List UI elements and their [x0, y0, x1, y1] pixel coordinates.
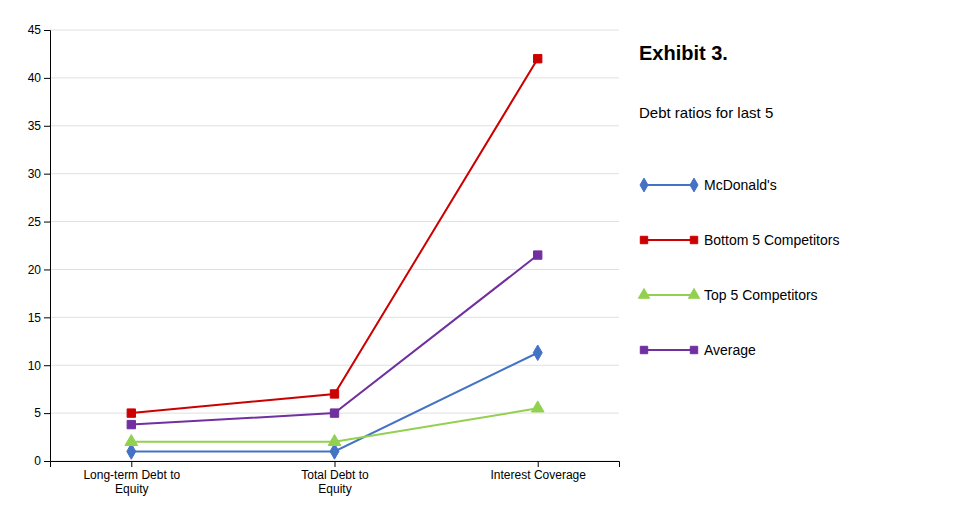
tick-label: Long-term Debt toEquity	[83, 468, 180, 496]
legend-marker	[640, 346, 647, 353]
plot-area: 0 5 10 15 20 25 30 35 40 45 Long-term Debt toEquit…	[28, 23, 620, 496]
grid-line	[50, 221, 619, 222]
legend-item: Bottom 5 Competitors	[640, 232, 839, 248]
tick-mark	[44, 222, 50, 223]
grid-line	[50, 125, 619, 126]
y-axis: 0 5 10 15 20 25 30 35 40 45	[28, 23, 51, 468]
series-marker	[125, 435, 138, 446]
tick-label: 45	[28, 23, 42, 37]
series-marker	[531, 401, 544, 412]
series-marker	[330, 390, 338, 398]
tick-label: 0	[34, 454, 41, 468]
series-marker	[127, 409, 135, 417]
series-group	[125, 55, 544, 460]
series-marker	[328, 435, 341, 446]
tick: 15	[28, 311, 50, 325]
tick-mark	[44, 174, 50, 175]
tick-mark	[335, 461, 336, 467]
tick-mark	[44, 78, 50, 79]
tick-mark	[131, 461, 132, 467]
series-marker	[330, 409, 338, 417]
tick: 30	[28, 167, 50, 181]
legend-marker	[638, 288, 649, 298]
series-line	[131, 255, 537, 425]
legend-line	[644, 349, 694, 351]
series-marker	[534, 55, 542, 63]
tick-label: 20	[28, 263, 42, 277]
legend-label: Top 5 Competitors	[704, 287, 818, 303]
legend: McDonald's Bottom 5 Competitors Top 5 Comp…	[638, 177, 839, 358]
tick-label: 15	[28, 311, 42, 325]
tick: 20	[28, 263, 50, 277]
tick: 5	[34, 406, 50, 420]
legend-label: McDonald's	[704, 177, 777, 193]
grid-line	[50, 173, 619, 174]
grid-line	[50, 30, 619, 31]
tick-label: 25	[28, 215, 42, 229]
tick-mark	[44, 461, 50, 462]
tick-mark	[44, 30, 50, 31]
tick-label: 40	[28, 71, 42, 85]
x-axis: Long-term Debt toEquity Total Debt toEqui…	[51, 461, 620, 496]
legend-line	[644, 184, 694, 186]
legend-item: Top 5 Competitors	[638, 287, 817, 303]
tick: 25	[28, 215, 50, 229]
legend-label: Average	[704, 342, 756, 358]
series-line	[131, 353, 537, 452]
tick-label: 10	[28, 359, 42, 373]
tick-mark	[538, 461, 539, 467]
title: Exhibit 3.	[639, 42, 728, 64]
legend-item: McDonald's	[640, 177, 777, 193]
legend-label: Bottom 5 Competitors	[704, 232, 839, 248]
tick-label: 35	[28, 119, 42, 133]
tick: 45	[28, 23, 50, 37]
axis-line	[51, 462, 620, 468]
legend-marker	[640, 236, 647, 243]
grid-line	[50, 317, 619, 318]
series-marker	[533, 345, 542, 361]
tick: 40	[28, 71, 50, 85]
tick-mark	[44, 317, 50, 318]
series-marker	[127, 420, 135, 428]
grid-line	[50, 269, 619, 270]
legend-marker	[688, 288, 699, 298]
tick: 35	[28, 119, 50, 133]
tick: Total Debt toEquity	[301, 461, 369, 496]
tick: 0	[34, 454, 50, 468]
series-marker	[534, 251, 542, 259]
chart: 0 5 10 15 20 25 30 35 40 45 Long-term Debt toEquit…	[0, 0, 959, 521]
grid-line	[50, 365, 619, 366]
tick-mark	[44, 413, 50, 414]
tick: Interest Coverage	[491, 461, 587, 482]
tick-label: Interest Coverage	[491, 468, 587, 482]
grid	[50, 30, 619, 461]
tick-label: 30	[28, 167, 42, 181]
legend-marker	[690, 178, 698, 192]
legend-marker	[640, 178, 648, 192]
tick-mark	[44, 269, 50, 270]
legend-marker	[690, 346, 697, 353]
tick: Long-term Debt toEquity	[83, 461, 180, 496]
subtitle: Debt ratios for last 5	[639, 104, 773, 121]
legend-line	[644, 239, 694, 241]
axis-line	[44, 31, 51, 462]
legend-line	[644, 294, 694, 296]
tick-label: Total Debt toEquity	[301, 468, 369, 496]
tick-mark	[44, 365, 50, 366]
tick: 10	[28, 359, 50, 373]
legend-marker	[690, 236, 697, 243]
legend-item: Average	[640, 342, 756, 358]
tick-label: 5	[34, 406, 41, 420]
grid-line	[50, 77, 619, 78]
tick-mark	[44, 126, 50, 127]
series-line	[131, 59, 537, 413]
